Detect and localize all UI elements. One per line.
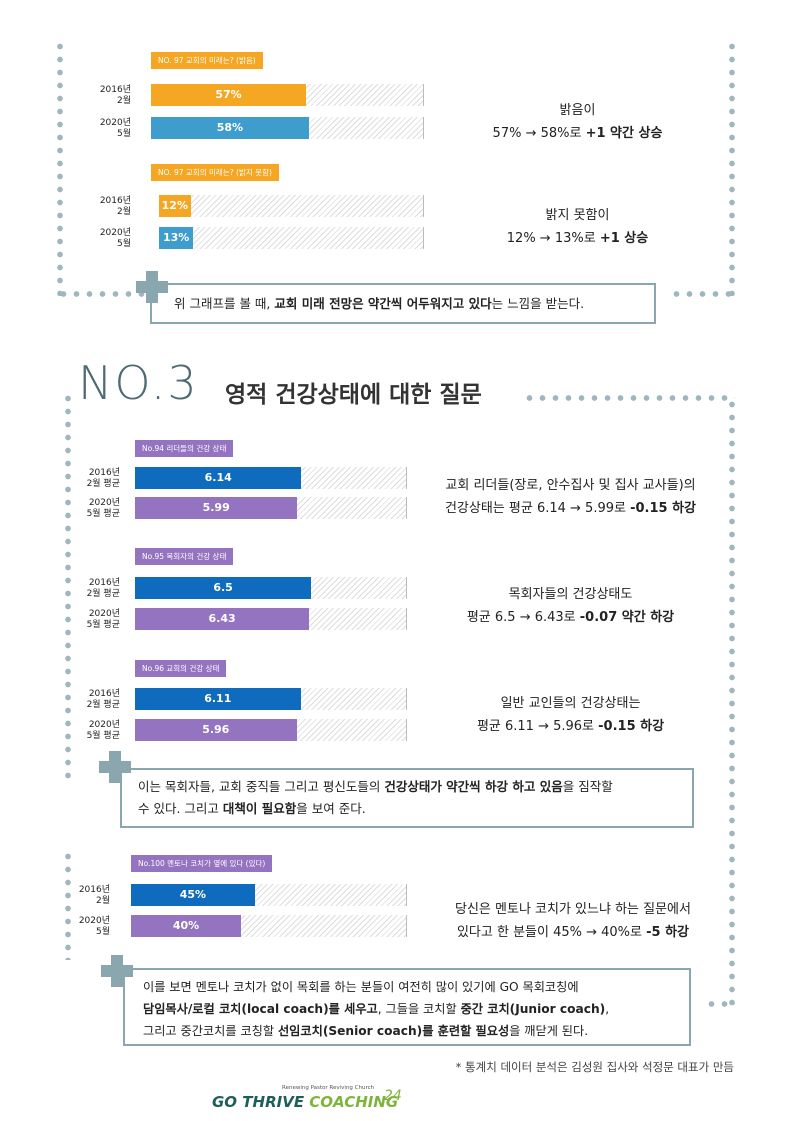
row-label: 2016년 2월 평균 (86, 468, 120, 489)
row-label: 2020년 5월 평균 (86, 609, 120, 630)
desc-100: 당신은 멘토나 코치가 있느냐 하는 질문에서 있다고 한 분들이 45% → … (455, 902, 691, 940)
bar-track: 45% (131, 884, 407, 906)
desc-94: 교회 리더들(장로, 안수집사 및 집사 교사들)의 건강상태는 평균 6.14… (444, 478, 697, 516)
chart-tag-96: No.96 교회의 건강 상태 (135, 660, 227, 677)
bar-track: 12% (159, 195, 424, 217)
footnote: * 통계치 데이터 분석은 김성원 집사와 석정문 대표가 만듬 (455, 1060, 734, 1074)
logo-tagline: Renewing Pastor Reviving Church (282, 1085, 375, 1091)
row-label: 2020년 5월 (99, 228, 131, 249)
desc-95: 목회자들의 건강상태도 평균 6.5 → 6.43로 -0.07 약간 하강 (466, 587, 675, 625)
chart-tag-94: No.94 리더들의 건강 상태 (135, 440, 234, 457)
bar-notbright-2016: 12% (159, 195, 191, 217)
row-label: 2020년 5월 평균 (86, 498, 120, 519)
bar-95-2020: 6.43 (135, 608, 310, 630)
bar-95-2016: 6.5 (135, 577, 312, 599)
bar-track: 5.99 (135, 497, 407, 519)
bar-track: 6.43 (135, 608, 407, 630)
bar-track: 6.5 (135, 577, 407, 599)
bar-bright-2020: 58% (151, 117, 309, 139)
callout-summary-2: 이는 목회자들, 교회 중직들 그리고 평신도들의 건강상태가 약간씩 하강 하… (120, 768, 694, 828)
row-label: 2020년 5월 (99, 118, 131, 139)
bar-track: 13% (159, 227, 424, 249)
bar-96-2020: 5.96 (135, 719, 297, 741)
row-label: 2016년 2월 평균 (86, 578, 120, 599)
plus-icon (136, 271, 168, 303)
row-label: 2020년 5월 평균 (86, 720, 120, 741)
frame-dots-left-top (57, 40, 63, 296)
frame-dots-bottom-right (670, 291, 736, 297)
bar-96-2016: 6.11 (135, 688, 301, 710)
bar-track: 5.96 (135, 719, 407, 741)
bar-94-2016: 6.14 (135, 467, 302, 489)
bar-bright-2016: 57% (151, 84, 307, 106)
logo-wordmark: GO THRIVE COACHING (212, 1093, 399, 1111)
plus-icon (101, 955, 133, 987)
bar-track: 57% (151, 84, 424, 106)
header-dots (523, 395, 735, 401)
logo: Renewing Pastor Reviving Church GO THRIV… (212, 1083, 412, 1115)
desc-bright: 밝음이 57% → 58%로 +1 약간 상승 (492, 103, 663, 141)
bar-notbright-2020: 13% (159, 227, 194, 249)
row-label: 2020년 5월 (78, 916, 110, 937)
frame-dots-left-mid (65, 392, 71, 782)
bar-100-2020: 40% (131, 915, 241, 937)
row-label: 2016년 2월 (99, 196, 131, 217)
row-label: 2016년 2월 (78, 885, 110, 906)
chart-tag-bright: NO. 97 교회의 미래는? (밝음) (151, 52, 263, 69)
frame-dots-left-low (65, 850, 71, 960)
page-number: 24 (384, 1088, 402, 1104)
row-label: 2016년 2월 평균 (86, 689, 120, 710)
chart-tag-100: No.100 멘토나 코치가 옆에 있다 (있다) (131, 855, 273, 872)
callout-summary-1: 위 그래프를 볼 때, 교회 미래 전망은 약간씩 어두워지고 있다는 느낌을 … (150, 283, 656, 324)
row-label: 2016년 2월 (99, 85, 131, 106)
bar-track: 6.11 (135, 688, 407, 710)
plus-icon (99, 751, 131, 783)
bar-track: 58% (151, 117, 424, 139)
bar-94-2020: 5.99 (135, 497, 298, 519)
frame-dots-bottom-left (57, 291, 149, 297)
frame-dots-right-top (729, 40, 735, 296)
bar-track: 6.14 (135, 467, 407, 489)
desc-96: 일반 교인들의 건강상태는 평균 6.11 → 5.96로 -0.15 하강 (476, 696, 665, 734)
callout-summary-3: 이를 보면 멘토나 코치가 없이 목회를 하는 분들이 여전히 많이 있기에 G… (123, 968, 691, 1046)
bar-100-2016: 45% (131, 884, 255, 906)
bar-track: 40% (131, 915, 407, 937)
chart-tag-95: No.95 목회자의 건강 상태 (135, 548, 234, 565)
section-title: 영적 건강상태에 대한 질문 (225, 382, 482, 408)
frame-dots-bottom-right-2 (705, 1001, 735, 1007)
frame-dots-right-mid (729, 398, 735, 1010)
desc-not-bright: 밝지 못함이 12% → 13%로 +1 상승 (506, 208, 649, 246)
section-number: NO.3 (78, 356, 199, 410)
chart-tag-not-bright: NO. 97 교회의 미래는? (밝지 못함) (151, 164, 279, 181)
